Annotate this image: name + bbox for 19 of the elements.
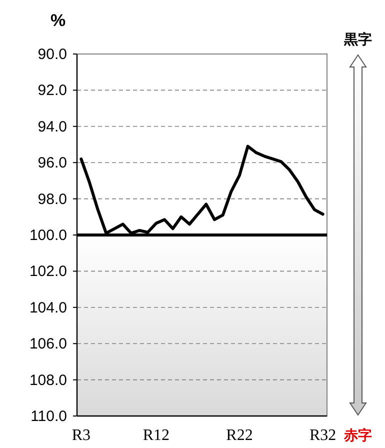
x-tick-label: R3 [72,427,91,444]
y-tick-label: 92.0 [38,82,67,100]
y-tick-label: 94.0 [38,118,67,136]
x-tick-label: R22 [226,427,253,444]
text: 赤字 [343,427,372,443]
y-tick-label: 100.0 [29,227,67,244]
y-tick-label: 110.0 [30,408,67,425]
y-tick-label: 104.0 [29,299,67,316]
y-tick-label: 90.0 [38,46,67,63]
x-tick-label: R32 [309,427,336,444]
y-tick-label: 108.0 [29,372,67,389]
y-tick-label: 96.0 [38,154,67,172]
y-tick-label: 102.0 [29,263,67,280]
y-tick-label: 98.0 [38,190,67,208]
line-series [80,144,324,235]
x-tick-label: R12 [142,427,170,444]
y-axis-title: % [50,11,66,30]
text: 黒字 [343,31,372,47]
y-tick-label: 106.0 [29,336,67,353]
